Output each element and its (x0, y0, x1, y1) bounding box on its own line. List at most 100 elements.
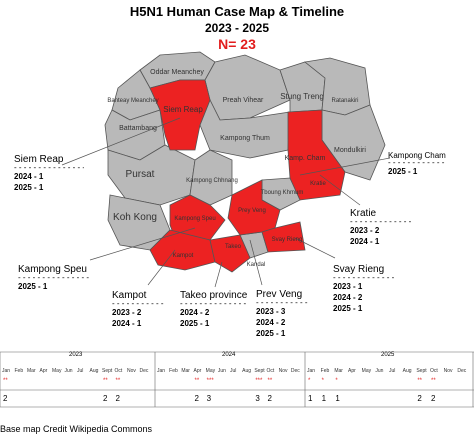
timeline-case-marker: ** (115, 378, 121, 384)
timeline-case-marker: ** (194, 378, 200, 384)
label-battambang: Battambang (119, 125, 157, 132)
callout-name: Prev Veng (256, 289, 303, 300)
callout-name: Kampong Cham (388, 151, 446, 160)
timeline-month: Jun (64, 368, 73, 374)
timeline-case-marker: * (308, 378, 311, 384)
leader-kampong-cham (299, 157, 391, 176)
timeline-count: 2 (3, 394, 8, 403)
cambodia-map: Oddar Meanchey Banteay Meanchey Siem Rea… (61, 51, 391, 288)
timeline-month: Jan (2, 368, 11, 374)
timeline-count: 2 (103, 394, 108, 403)
label-siem-reap: Siem Reap (163, 105, 203, 114)
province-preah-vihear (204, 54, 291, 121)
timeline-count: 1 (335, 394, 340, 403)
callout-row: 2024 - 2 (256, 318, 286, 327)
callout-row: 2024 - 2 (333, 293, 363, 302)
callout-siem-reap: Siem Reap - - - - - - - - - - - - - - - … (14, 154, 84, 193)
label-preah-vihear: Preah Vihear (223, 97, 264, 104)
label-takeo: Takeo (225, 244, 242, 250)
map-title: H5N1 Human Case Map & Timeline (129, 4, 345, 19)
callout-name: Kampong Speu (18, 264, 87, 275)
callout-row: 2023 - 2 (350, 226, 380, 235)
timeline-month: Feb (320, 368, 330, 374)
callout-divider: - - - - - - - - - - - (112, 301, 164, 307)
timeline-month: May (52, 368, 62, 374)
callout-row: 2025 - 1 (180, 319, 210, 328)
province-svay-rieng (261, 221, 306, 253)
timeline-count: 2 (417, 394, 422, 403)
timeline-month: Sept (254, 368, 265, 374)
leader-takeo (214, 261, 223, 288)
callout-row: 2024 - 1 (112, 319, 142, 328)
callout-divider: - - - - - - - - - - - - - (333, 275, 395, 281)
label-kampong-speu: Kampong Speu (174, 216, 215, 222)
callout-row: 2024 - 1 (14, 172, 44, 181)
label-svay-rieng: Svay Rieng (272, 237, 303, 243)
label-banteay: Banteay Meanchey (107, 98, 158, 104)
callout-row: 2023 - 1 (333, 282, 363, 291)
callout-divider: - - - - - - - - - - - - (388, 160, 445, 166)
timeline-month: Apr (39, 368, 48, 374)
timeline-year: 2025 (381, 352, 395, 358)
total-count: N= 23 (218, 36, 256, 52)
timeline-month: Jul (77, 368, 84, 374)
timeline-month: Mar (334, 368, 343, 374)
leader-kampot (147, 249, 176, 286)
timeline-month: Dec (457, 368, 467, 374)
timeline-month: Mar (27, 368, 36, 374)
timeline-grid (0, 351, 474, 408)
timeline-case-marker: ** (267, 378, 273, 384)
label-oddar: Oddar Meanchey (150, 69, 204, 76)
callout-row: 2024 - 1 (350, 237, 380, 246)
leader-svay-rieng (294, 237, 336, 259)
timeline-month: Oct (266, 368, 275, 374)
timeline-count: 2 (115, 394, 120, 403)
callout-row: 2024 - 2 (180, 308, 210, 317)
timeline-month: May (361, 368, 372, 374)
timeline-month: Aug (402, 368, 412, 374)
label-ratanakiri: Ratanakiri (331, 98, 358, 104)
timeline-month: Apr (348, 368, 356, 374)
label-kampong-thum: Kampong Thum (220, 135, 270, 142)
timeline-month: Nov (127, 368, 136, 374)
label-prey-veng: Prey Veng (238, 208, 266, 214)
callout-divider: - - - - - - - - - - - (256, 300, 308, 306)
timeline-month: Jan (157, 368, 166, 374)
province-takeo (209, 234, 251, 273)
label-mondulkiri: Mondulkiri (334, 147, 366, 154)
leader-siem-reap (61, 117, 181, 166)
callout-divider: - - - - - - - - - - - - - - (180, 301, 247, 307)
province-kampong-speu (169, 194, 226, 241)
callout-name: Svay Rieng (333, 264, 385, 275)
timeline-month: Jun (375, 368, 384, 374)
timeline-year: 2024 (222, 352, 236, 358)
leader-kratie (319, 174, 361, 206)
label-kampong-chhnang: Kampong Chhnang (186, 178, 238, 184)
timeline-month: Oct (430, 368, 438, 374)
callout-row: 2025 - 1 (14, 183, 44, 192)
timeline-month: May (205, 368, 216, 374)
timeline-month: Jul (230, 368, 237, 374)
timeline-year: 2023 (69, 352, 83, 358)
timeline-month: Dec (290, 368, 300, 374)
province-siem-reap (149, 79, 211, 151)
callout-row: 2023 - 3 (256, 307, 286, 316)
label-koh-kong: Koh Kong (113, 212, 157, 223)
timeline-count: 2 (194, 394, 199, 403)
callout-name: Kampot (112, 290, 147, 301)
callout-name: Kratie (350, 208, 377, 219)
label-pursat: Pursat (126, 169, 155, 180)
province-kampong-cham-kratie (287, 109, 346, 201)
callout-divider: - - - - - - - - - - - - - - - (18, 275, 90, 281)
label-kandal: Kandal (247, 262, 266, 268)
callout-kratie: Kratie - - - - - - - - - - - - - 2023 - … (350, 208, 420, 247)
callout-divider: - - - - - - - - - - - - - - - (14, 165, 84, 171)
timeline-month: Jul (389, 368, 396, 374)
timeline-case-marker: * (321, 378, 324, 384)
timeline-case-marker: * (335, 378, 338, 384)
timeline-count: 2 (267, 394, 272, 403)
callout-row: 2023 - 2 (112, 308, 142, 317)
timeline-month: Feb (169, 368, 178, 374)
callout-row: 2025 - 1 (388, 167, 418, 176)
timeline-case-marker: ** (417, 378, 422, 384)
